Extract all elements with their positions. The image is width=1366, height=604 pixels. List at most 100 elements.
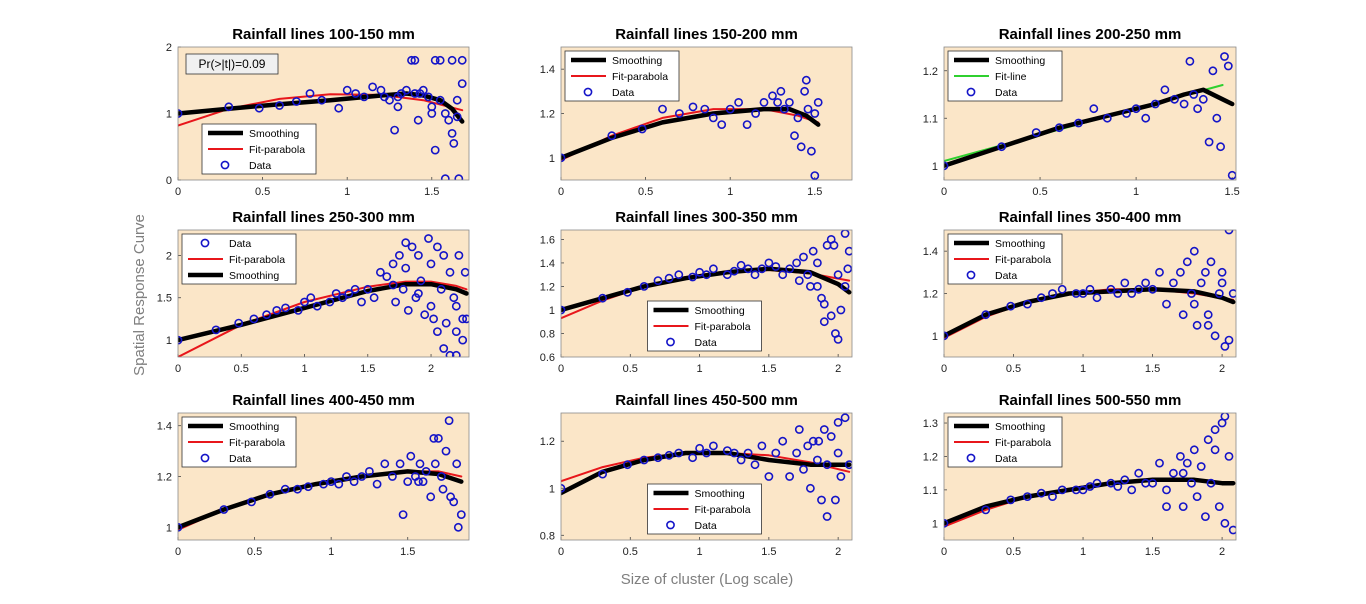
data-point — [1203, 310, 1213, 320]
data-point — [1206, 257, 1216, 267]
y-tick-label: 1.4 — [923, 246, 938, 258]
data-point — [1134, 468, 1144, 478]
data-point — [363, 284, 373, 294]
data-point — [734, 98, 743, 107]
data-point — [836, 305, 846, 315]
legend: Smoothing Fit-line Data — [947, 50, 1063, 102]
x-tick-label: 0.5 — [255, 186, 270, 198]
legend-marker-data — [666, 520, 675, 530]
x-tick-label: 2 — [1219, 363, 1225, 375]
data-point — [658, 104, 667, 114]
data-point — [387, 472, 397, 481]
y-tick-label: 0 — [166, 175, 172, 187]
y-tick-label: 1.2 — [540, 109, 555, 121]
data-point — [743, 264, 753, 274]
x-tick-label: 0.5 — [1006, 546, 1021, 558]
data-point — [771, 262, 781, 271]
legend-label: Smoothing — [229, 270, 279, 282]
legend-label: Data — [695, 337, 717, 349]
data-point — [454, 250, 464, 260]
data-point — [803, 270, 813, 280]
data-point — [385, 95, 394, 105]
legend-label: Fit-parabola — [229, 437, 285, 449]
plot-area — [178, 416, 466, 532]
legend-label: Data — [995, 270, 1017, 282]
data-point — [759, 98, 769, 107]
legend: Smoothing Fit-parabola Data — [647, 300, 762, 352]
x-tick-label: 0 — [558, 186, 564, 198]
legend: Smoothing Fit-parabola Data — [947, 416, 1063, 468]
data-point — [742, 120, 752, 129]
data-point — [1189, 299, 1199, 309]
data-point — [441, 318, 451, 328]
smoothing-line — [561, 450, 852, 496]
data-point — [1224, 230, 1234, 235]
data-point — [1178, 468, 1188, 478]
data-point — [401, 238, 411, 248]
data-point — [1178, 310, 1188, 320]
data-point — [792, 258, 801, 268]
data-point — [453, 522, 463, 532]
smoothing-line — [561, 266, 852, 313]
panel-title: Rainfall lines 100-150 mm — [232, 26, 415, 43]
x-tick-label: 1 — [301, 363, 307, 375]
data-point — [709, 264, 718, 274]
data-point — [430, 55, 440, 65]
data-point — [674, 448, 684, 458]
data-point — [424, 234, 433, 243]
data-point — [800, 86, 809, 96]
legend-label: Data — [612, 87, 634, 99]
data-point — [429, 314, 438, 324]
data-point — [1078, 289, 1088, 298]
data-point — [833, 270, 843, 280]
data-point — [1223, 61, 1233, 71]
x-tick-label: 0 — [175, 363, 181, 375]
data-point — [1220, 52, 1229, 61]
subplot: Rainfall lines 100-150 mm 0 1 2 0 0.5 1 1.5 Smoo… — [166, 26, 470, 198]
data-point — [1210, 425, 1220, 435]
data-point — [736, 455, 746, 465]
legend-label: Data — [995, 453, 1017, 465]
data-point — [456, 510, 466, 519]
y-tick-label: 1.2 — [157, 472, 172, 484]
y-tick-label: 1.2 — [540, 436, 555, 448]
data-point — [637, 124, 647, 134]
data-point — [1192, 492, 1202, 501]
data-point — [794, 276, 804, 285]
axes-frame — [943, 412, 1237, 541]
annotation-box — [185, 53, 279, 75]
data-point — [452, 459, 462, 469]
data-point — [751, 109, 760, 118]
legend-label: Fit-parabola — [695, 504, 751, 516]
data-point — [806, 483, 815, 493]
x-tick-label: 0.5 — [1006, 363, 1021, 375]
x-tick-label: 2 — [835, 363, 841, 375]
x-tick-label: 0 — [558, 363, 564, 375]
data-point — [803, 441, 813, 451]
data-point — [262, 310, 271, 320]
data-point — [418, 85, 428, 95]
data-point — [317, 95, 327, 105]
data-point — [840, 413, 850, 423]
data-point — [458, 314, 468, 324]
plot-area — [178, 55, 467, 180]
data-point — [413, 250, 423, 260]
data-point — [351, 89, 360, 98]
data-point — [1224, 451, 1234, 461]
data-point — [394, 250, 404, 260]
data-point — [325, 297, 335, 307]
data-point — [1201, 512, 1210, 521]
data-point — [281, 303, 290, 313]
data-point — [702, 270, 711, 280]
axes-frame — [943, 46, 1237, 181]
y-tick-label: 1.1 — [923, 485, 938, 497]
data-point — [1160, 85, 1170, 95]
x-tick-label: 1 — [344, 186, 350, 198]
data-point — [1054, 123, 1064, 133]
x-tick-label: 0 — [175, 546, 181, 558]
data-point — [1220, 341, 1230, 351]
plot-area — [944, 230, 1236, 351]
legend-label: Fit-parabola — [995, 437, 1051, 449]
smoothing-line — [944, 287, 1236, 339]
